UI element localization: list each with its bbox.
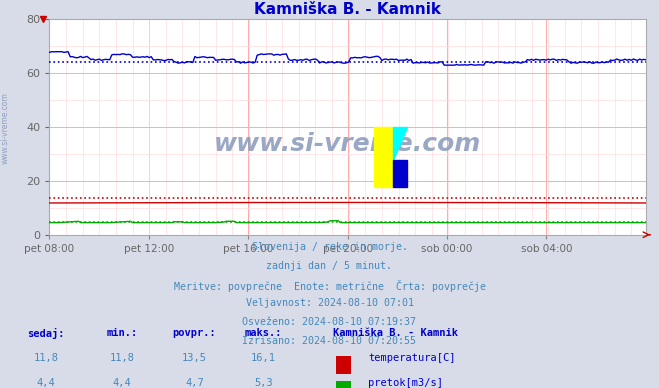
Text: povpr.:: povpr.: — [173, 328, 216, 338]
Bar — [374, 127, 393, 187]
Text: Slovenija / reke in morje.: Slovenija / reke in morje. — [252, 242, 407, 253]
Text: 4,4: 4,4 — [37, 378, 55, 388]
Text: min.:: min.: — [106, 328, 138, 338]
Text: pretok[m3/s]: pretok[m3/s] — [368, 378, 444, 388]
Text: zadnji dan / 5 minut.: zadnji dan / 5 minut. — [266, 261, 393, 271]
Text: Izrisano: 2024-08-10 07:20:55: Izrisano: 2024-08-10 07:20:55 — [243, 336, 416, 346]
Text: maks.:: maks.: — [245, 328, 282, 338]
Text: 16,1: 16,1 — [251, 353, 276, 363]
Text: Veljavnost: 2024-08-10 07:01: Veljavnost: 2024-08-10 07:01 — [246, 298, 413, 308]
Text: 11,8: 11,8 — [34, 353, 59, 363]
Text: Meritve: povprečne  Enote: metrične  Črta: povprečje: Meritve: povprečne Enote: metrične Črta:… — [173, 280, 486, 292]
Text: 4,4: 4,4 — [113, 378, 131, 388]
Text: 4,7: 4,7 — [185, 378, 204, 388]
Text: 13,5: 13,5 — [182, 353, 207, 363]
Text: www.si-vreme.com: www.si-vreme.com — [1, 92, 10, 164]
Text: Kamniška B. - Kamnik: Kamniška B. - Kamnik — [333, 328, 458, 338]
Bar — [393, 160, 407, 187]
Title: Kamniška B. - Kamnik: Kamniška B. - Kamnik — [254, 2, 441, 17]
Text: temperatura[C]: temperatura[C] — [368, 353, 456, 363]
Text: 11,8: 11,8 — [109, 353, 134, 363]
Polygon shape — [393, 127, 407, 160]
Text: www.si-vreme.com: www.si-vreme.com — [214, 132, 481, 156]
Text: 5,3: 5,3 — [254, 378, 273, 388]
Text: sedaj:: sedaj: — [28, 328, 65, 339]
Text: Osveženo: 2024-08-10 07:19:37: Osveženo: 2024-08-10 07:19:37 — [243, 317, 416, 327]
